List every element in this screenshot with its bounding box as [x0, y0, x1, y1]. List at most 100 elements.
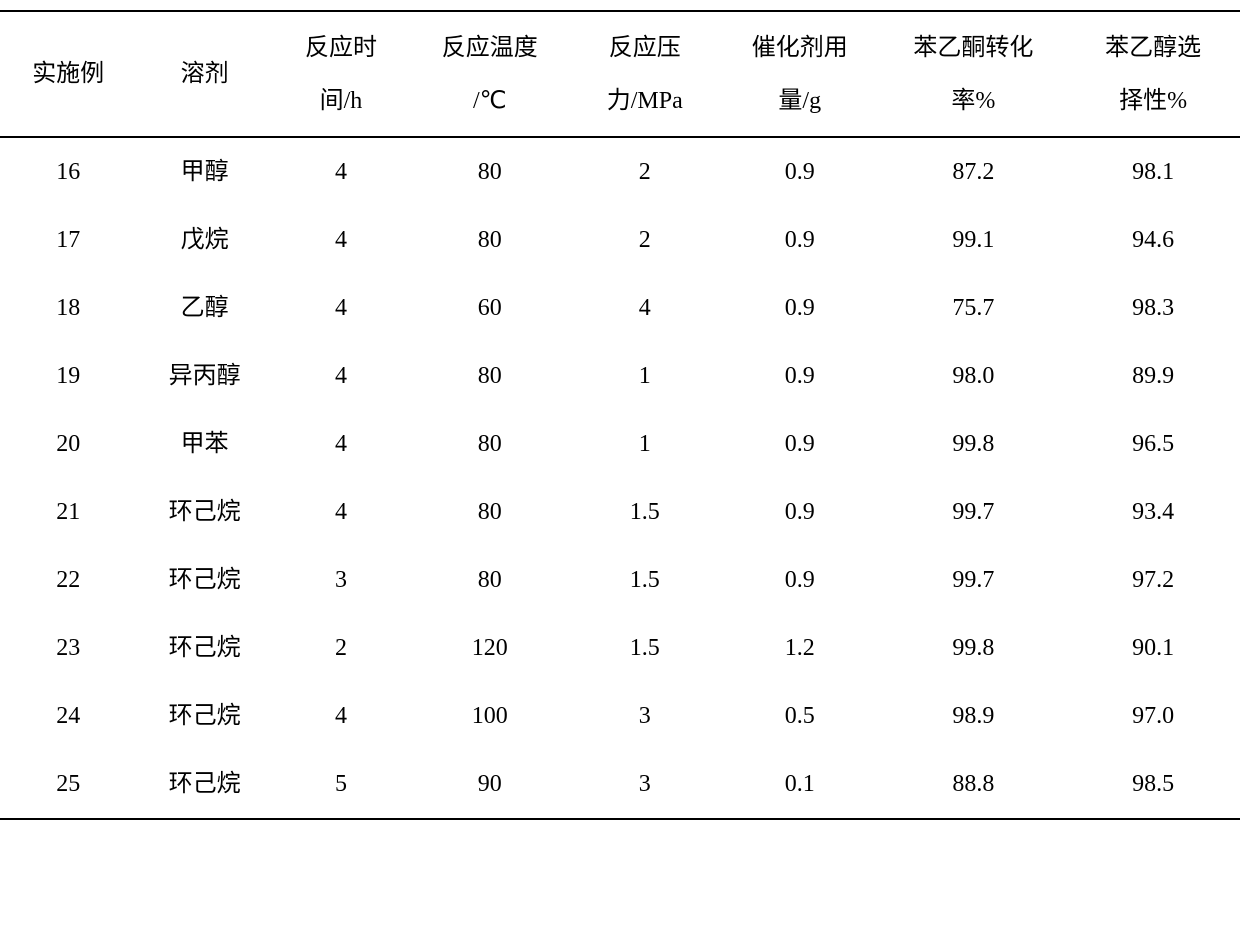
data-table: 实施例 溶剂 反应时间/h 反应温度 /℃ 反应压力/MPa 催化剂用量/g 苯乙… — [0, 10, 1240, 820]
table-cell: 98.3 — [1066, 274, 1240, 342]
table-cell: 90 — [409, 750, 570, 819]
table-cell: 4 — [273, 137, 409, 206]
table-cell: 0.9 — [719, 478, 880, 546]
header-cell: 实施例 — [0, 11, 136, 137]
table-cell: 甲苯 — [136, 410, 272, 478]
table-cell: 1.5 — [570, 478, 719, 546]
table-row: 22 环己烷 3 80 1.5 0.9 99.7 97.2 — [0, 546, 1240, 614]
header-line2: 择性% — [1119, 88, 1187, 114]
table-cell: 环己烷 — [136, 546, 272, 614]
table-cell: 甲醇 — [136, 137, 272, 206]
table-cell: 94.6 — [1066, 206, 1240, 274]
table-cell: 80 — [409, 546, 570, 614]
table-cell: 80 — [409, 137, 570, 206]
table-cell: 1.5 — [570, 614, 719, 682]
header-cell: 苯乙醇选择性% — [1066, 11, 1240, 137]
table-cell: 环己烷 — [136, 682, 272, 750]
header-cell: 溶剂 — [136, 11, 272, 137]
table-cell: 5 — [273, 750, 409, 819]
header-cell: 催化剂用量/g — [719, 11, 880, 137]
header-line1: 实施例 — [32, 61, 104, 87]
table-cell: 3 — [570, 682, 719, 750]
table-cell: 0.9 — [719, 274, 880, 342]
table-row: 23 环己烷 2 120 1.5 1.2 99.8 90.1 — [0, 614, 1240, 682]
table-cell: 99.7 — [880, 478, 1066, 546]
header-line1: 苯乙醇选 — [1105, 35, 1201, 61]
table-cell: 60 — [409, 274, 570, 342]
table-cell: 98.5 — [1066, 750, 1240, 819]
table-cell: 环己烷 — [136, 614, 272, 682]
header-line1: 催化剂用 — [752, 35, 848, 61]
table-cell: 87.2 — [880, 137, 1066, 206]
table-row: 21 环己烷 4 80 1.5 0.9 99.7 93.4 — [0, 478, 1240, 546]
table-cell: 4 — [273, 478, 409, 546]
table-cell: 1 — [570, 410, 719, 478]
header-line1: 反应温度 — [442, 35, 538, 61]
table-cell: 75.7 — [880, 274, 1066, 342]
table-cell: 1.2 — [719, 614, 880, 682]
header-line2: /℃ — [473, 88, 507, 114]
table-cell: 2 — [273, 614, 409, 682]
table-cell: 120 — [409, 614, 570, 682]
table-cell: 0.1 — [719, 750, 880, 819]
header-line1: 反应压 — [609, 35, 681, 61]
table-cell: 4 — [273, 410, 409, 478]
table-cell: 98.0 — [880, 342, 1066, 410]
header-cell: 反应温度 /℃ — [409, 11, 570, 137]
table-cell: 80 — [409, 410, 570, 478]
table-cell: 4 — [570, 274, 719, 342]
table-cell: 100 — [409, 682, 570, 750]
table-row: 18 乙醇 4 60 4 0.9 75.7 98.3 — [0, 274, 1240, 342]
table-row: 24 环己烷 4 100 3 0.5 98.9 97.0 — [0, 682, 1240, 750]
table-cell: 环己烷 — [136, 750, 272, 819]
table-cell: 24 — [0, 682, 136, 750]
table-cell: 1.5 — [570, 546, 719, 614]
table-cell: 99.8 — [880, 410, 1066, 478]
table-row: 20 甲苯 4 80 1 0.9 99.8 96.5 — [0, 410, 1240, 478]
table-cell: 80 — [409, 478, 570, 546]
table-cell: 99.8 — [880, 614, 1066, 682]
table-cell: 17 — [0, 206, 136, 274]
table-cell: 80 — [409, 206, 570, 274]
table-cell: 25 — [0, 750, 136, 819]
table-cell: 98.9 — [880, 682, 1066, 750]
table-cell: 90.1 — [1066, 614, 1240, 682]
table-row: 16 甲醇 4 80 2 0.9 87.2 98.1 — [0, 137, 1240, 206]
table-cell: 20 — [0, 410, 136, 478]
header-line2: 量/g — [778, 88, 821, 114]
table-cell: 23 — [0, 614, 136, 682]
table-cell: 0.9 — [719, 342, 880, 410]
table-cell: 4 — [273, 682, 409, 750]
table-cell: 1 — [570, 342, 719, 410]
table-cell: 99.7 — [880, 546, 1066, 614]
table-cell: 22 — [0, 546, 136, 614]
table-cell: 18 — [0, 274, 136, 342]
table-cell: 88.8 — [880, 750, 1066, 819]
header-cell: 反应压力/MPa — [570, 11, 719, 137]
table-cell: 19 — [0, 342, 136, 410]
header-line2: 间/h — [320, 88, 363, 114]
table-cell: 4 — [273, 206, 409, 274]
table-cell: 4 — [273, 274, 409, 342]
table-cell: 0.9 — [719, 410, 880, 478]
table-cell: 80 — [409, 342, 570, 410]
table-cell: 0.9 — [719, 206, 880, 274]
table-cell: 乙醇 — [136, 274, 272, 342]
table-cell: 21 — [0, 478, 136, 546]
table-cell: 环己烷 — [136, 478, 272, 546]
table-cell: 89.9 — [1066, 342, 1240, 410]
table-cell: 97.0 — [1066, 682, 1240, 750]
table-cell: 0.9 — [719, 137, 880, 206]
header-line2: 力/MPa — [607, 88, 683, 114]
table-cell: 93.4 — [1066, 478, 1240, 546]
table-cell: 3 — [570, 750, 719, 819]
table-cell: 2 — [570, 137, 719, 206]
table-cell: 2 — [570, 206, 719, 274]
table-cell: 0.9 — [719, 546, 880, 614]
header-line1: 苯乙酮转化 — [913, 35, 1033, 61]
table-cell: 0.5 — [719, 682, 880, 750]
header-cell: 反应时间/h — [273, 11, 409, 137]
table-row: 17 戊烷 4 80 2 0.9 99.1 94.6 — [0, 206, 1240, 274]
table-cell: 16 — [0, 137, 136, 206]
table-cell: 3 — [273, 546, 409, 614]
